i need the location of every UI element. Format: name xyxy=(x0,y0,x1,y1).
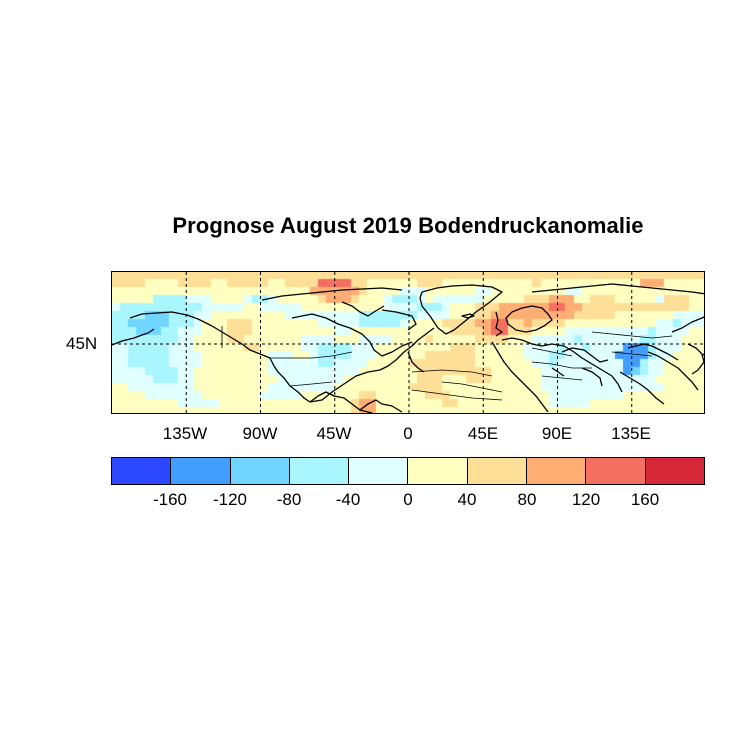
colorbar-label: 0 xyxy=(403,490,413,509)
x-tick-label-45w: 45W xyxy=(316,424,352,443)
colorbar-label: -80 xyxy=(276,490,302,509)
colorbar-label: 40 xyxy=(457,490,477,509)
colorbar-segment xyxy=(408,458,468,484)
colorbar-label: 160 xyxy=(630,490,660,509)
colorbar-segment xyxy=(467,458,528,484)
colorbar-segment xyxy=(645,458,704,484)
x-tick-label-0: 0 xyxy=(403,424,413,443)
colorbar-segment xyxy=(586,458,646,484)
colorbar-label: -160 xyxy=(152,490,188,509)
colorbar-segment xyxy=(349,458,409,484)
x-tick-label-90w: 90W xyxy=(242,424,278,443)
map-overlay xyxy=(112,272,704,413)
y-tick-label-45n: 45N xyxy=(66,334,98,353)
x-tick-label-90e: 90E xyxy=(541,424,573,443)
coastlines xyxy=(112,283,704,413)
gridlines xyxy=(112,272,704,413)
colorbar-label: -120 xyxy=(212,490,248,509)
colorbar-label: 120 xyxy=(571,490,601,509)
x-tick-label-135e: 135E xyxy=(611,424,651,443)
colorbar-segment xyxy=(171,458,231,484)
colorbar-segment xyxy=(527,458,587,484)
x-tick-label-45e: 45E xyxy=(467,424,499,443)
chart-title: Prognose August 2019 Bodendruckanomalie xyxy=(172,213,644,238)
colorbar-segment xyxy=(112,458,172,484)
anomaly-field xyxy=(112,272,704,413)
anomaly-map xyxy=(111,271,705,414)
colorbar-label: -40 xyxy=(335,490,361,509)
colorbar-segment xyxy=(230,458,290,484)
colorbar-label: 80 xyxy=(517,490,537,509)
country-borders xyxy=(221,326,673,401)
colorbar xyxy=(111,457,705,485)
colorbar-segment xyxy=(289,458,350,484)
x-tick-label-135w: 135W xyxy=(162,424,208,443)
